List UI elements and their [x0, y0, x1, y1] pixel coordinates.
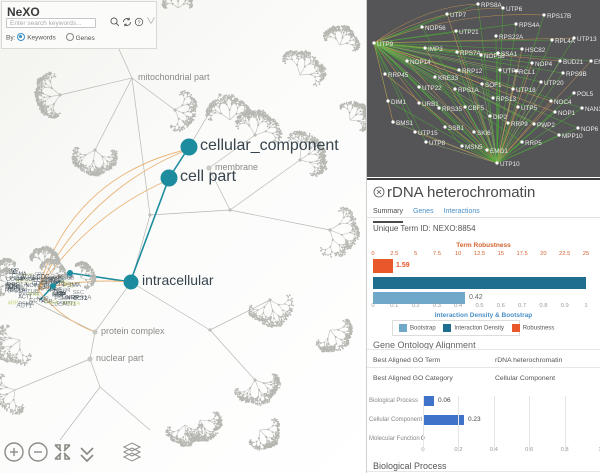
svg-text:MPP10: MPP10 [562, 133, 583, 140]
svg-text:UTP6: UTP6 [506, 6, 523, 13]
svg-text:UTP9: UTP9 [377, 41, 394, 48]
svg-text:RRP5: RRP5 [525, 140, 542, 147]
svg-text:DIP2: DIP2 [493, 114, 507, 121]
svg-text:NAN1: NAN1 [585, 106, 600, 113]
svg-text:HSC82: HSC82 [525, 47, 546, 54]
svg-text:MSN5: MSN5 [465, 144, 483, 151]
svg-text:RRP12: RRP12 [462, 68, 483, 75]
svg-text:SOF1: SOF1 [485, 82, 502, 89]
svg-text:NOP4: NOP4 [535, 61, 553, 68]
svg-text:UTP13: UTP13 [577, 36, 597, 43]
svg-text:CBF5: CBF5 [468, 105, 485, 112]
svg-text:RRP9: RRP9 [511, 121, 528, 128]
svg-text:RPS8A: RPS8A [481, 2, 502, 9]
svg-text:UTP8: UTP8 [429, 140, 446, 147]
svg-text:NOP14: NOP14 [410, 59, 431, 66]
svg-text:RPS35: RPS35 [442, 106, 462, 113]
svg-text:UTP10: UTP10 [500, 161, 520, 168]
svg-text:DIM1: DIM1 [391, 99, 407, 106]
svg-text:UTP7: UTP7 [450, 12, 467, 19]
svg-text:UTP21: UTP21 [459, 29, 479, 36]
svg-text:RPS1A: RPS1A [458, 87, 479, 94]
svg-text:NOP56: NOP56 [425, 25, 446, 32]
svg-text:UTP20: UTP20 [544, 80, 564, 87]
svg-text:ENP1: ENP1 [594, 59, 600, 66]
svg-text:UTP5: UTP5 [521, 105, 538, 112]
svg-text:UTP15: UTP15 [418, 130, 438, 137]
svg-text:RPL4A: RPL4A [555, 38, 576, 45]
svg-text:RPS13: RPS13 [496, 96, 516, 103]
svg-text:RRP45: RRP45 [388, 72, 409, 79]
svg-text:IMP3: IMP3 [428, 46, 443, 53]
svg-text:SSB1: SSB1 [448, 125, 465, 132]
svg-text:NOP6: NOP6 [581, 126, 599, 133]
svg-text:RPS9B: RPS9B [566, 71, 587, 78]
svg-text:BMS1: BMS1 [396, 120, 414, 127]
svg-text:URB1: URB1 [422, 101, 439, 108]
svg-text:EMG1: EMG1 [490, 148, 508, 155]
svg-text:SKI6: SKI6 [477, 130, 491, 137]
svg-text:RPS4A: RPS4A [519, 22, 540, 29]
svg-text:NOP1: NOP1 [558, 110, 576, 117]
svg-text:KRE33: KRE33 [438, 75, 458, 82]
svg-text:PWP2: PWP2 [537, 122, 555, 129]
svg-text:SSA1: SSA1 [501, 51, 518, 58]
svg-text:RCL1: RCL1 [519, 69, 536, 76]
svg-text:NOC4: NOC4 [554, 99, 572, 106]
svg-text:POL5: POL5 [577, 91, 594, 98]
svg-text:BUD21: BUD21 [563, 59, 584, 66]
svg-text:?: ? [138, 20, 141, 26]
svg-text:RPS22A: RPS22A [499, 34, 524, 41]
svg-text:UTP22: UTP22 [422, 85, 442, 92]
svg-text:RPS7A: RPS7A [460, 50, 481, 57]
svg-text:RPS17B: RPS17B [547, 13, 571, 20]
svg-text:UTP18: UTP18 [516, 87, 536, 94]
